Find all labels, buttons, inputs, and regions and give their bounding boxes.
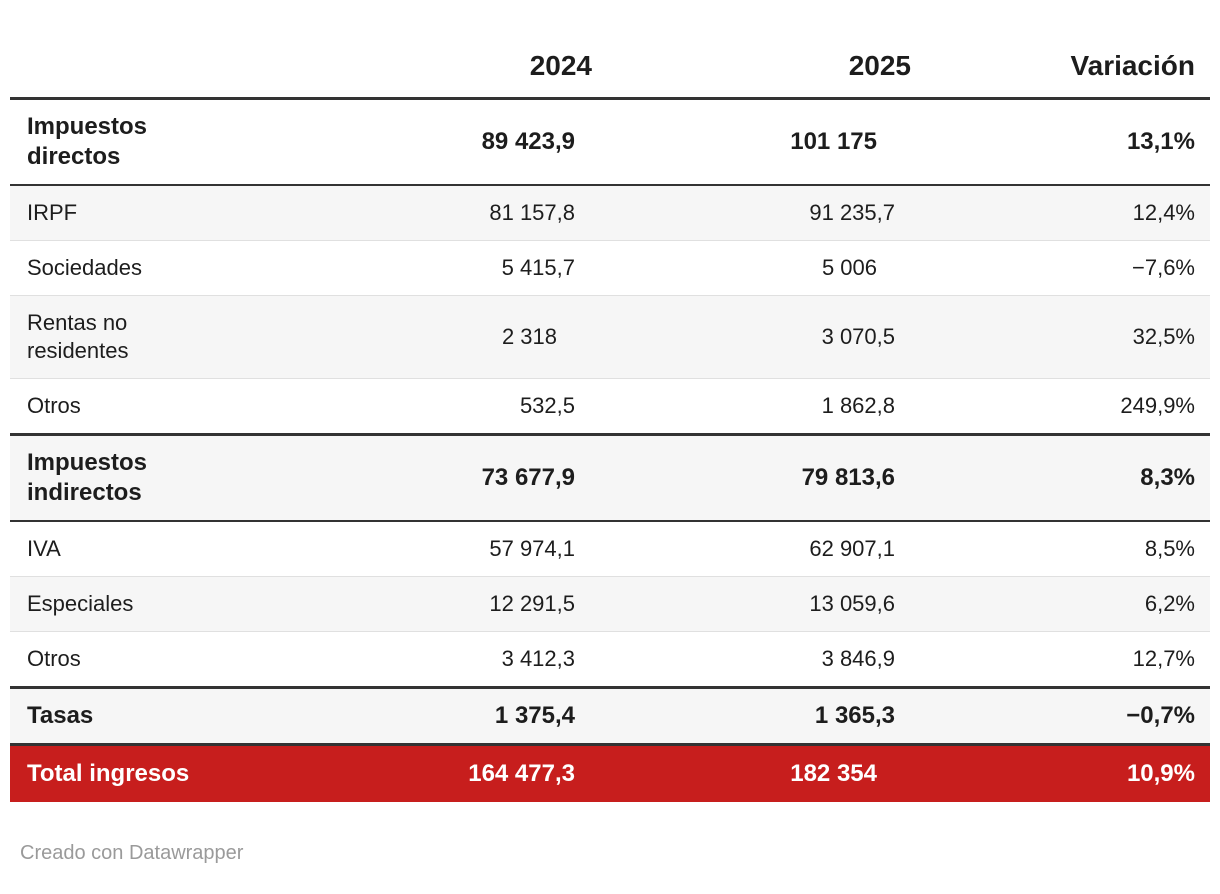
revenue-table: 2024 2025 Variación Impuestos directos 8… (10, 32, 1210, 803)
column-header-label (10, 32, 210, 101)
cell-variacion: 249,9% (1120, 393, 1195, 419)
row-sociedades: Sociedades 5 415,7 5 006 −7,6% (10, 240, 1210, 296)
cell-2024: 57 974,1 (489, 536, 575, 562)
header-row: 2024 2025 Variación (10, 32, 1210, 101)
column-header-2025: 2025 (607, 32, 926, 101)
cell-2024: 5 415,7 (501, 255, 575, 281)
cell-2024: 164 477,3 (468, 760, 575, 788)
column-header-variacion: Variación (926, 32, 1210, 101)
row-label: IVA (27, 536, 61, 562)
cell-2025: 91 235,7 (809, 200, 895, 226)
row-total-ingresos: Total ingresos 164 477,3 182 354 10,9% (10, 744, 1210, 803)
datawrapper-credit-link[interactable]: Creado con Datawrapper (20, 842, 244, 865)
cell-2024: 2 318 (501, 324, 557, 350)
cell-2024: 73 677,9 (481, 464, 575, 492)
row-label: Especiales (27, 591, 134, 617)
cell-2025: 101 175 (790, 128, 877, 156)
cell-variacion: 6,2% (1144, 591, 1195, 617)
cell-variacion: 13,1% (1126, 128, 1195, 156)
row-otros-indirectos: Otros 3 412,3 3 846,9 12,7% (10, 631, 1210, 688)
cell-2024: 81 157,8 (489, 200, 575, 226)
cell-2025: 1 862,8 (821, 393, 895, 419)
row-rentas-no-residentes: Rentas no residentes 2 318 3 070,5 32,5% (10, 295, 1210, 379)
column-header-2024: 2024 (210, 32, 607, 101)
row-label: Sociedades (27, 255, 142, 281)
cell-2024: 1 375,4 (494, 702, 575, 730)
table-body: Impuestos directos 89 423,9 101 175 13,1… (10, 98, 1210, 803)
tax-revenue-table: 2024 2025 Variación Impuestos directos 8… (10, 32, 1210, 803)
row-iva: IVA 57 974,1 62 907,1 8,5% (10, 521, 1210, 577)
row-tasas: Tasas 1 375,4 1 365,3 −0,7% (10, 687, 1210, 745)
cell-variacion: −7,6% (1132, 255, 1195, 281)
cell-2025: 1 365,3 (814, 702, 895, 730)
cell-variacion: 8,3% (1140, 464, 1195, 492)
row-label: Total ingresos (27, 760, 190, 788)
cell-2024: 89 423,9 (481, 128, 575, 156)
row-impuestos-indirectos: Impuestos indirectos 73 677,9 79 813,6 8… (10, 434, 1210, 522)
row-label: Otros (27, 393, 81, 419)
cell-variacion: 8,5% (1144, 536, 1195, 562)
cell-2024: 12 291,5 (489, 591, 575, 617)
row-label: IRPF (27, 200, 78, 226)
cell-2025: 13 059,6 (809, 591, 895, 617)
cell-2024: 532,5 (519, 393, 575, 419)
cell-variacion: −0,7% (1126, 702, 1195, 730)
row-label: Otros (27, 646, 81, 672)
row-label: Impuestos directos (27, 113, 148, 171)
cell-variacion: 10,9% (1126, 760, 1195, 788)
table-header: 2024 2025 Variación (10, 32, 1210, 101)
cell-2025: 182 354 (790, 760, 877, 788)
cell-variacion: 12,4% (1132, 200, 1195, 226)
row-label: Tasas (27, 702, 94, 730)
row-otros-directos: Otros 532,5 1 862,8 249,9% (10, 378, 1210, 435)
cell-2025: 62 907,1 (809, 536, 895, 562)
cell-2025: 3 070,5 (821, 324, 895, 350)
cell-2025: 5 006 (821, 255, 877, 281)
row-irpf: IRPF 81 157,8 91 235,7 12,4% (10, 185, 1210, 241)
row-especiales: Especiales 12 291,5 13 059,6 6,2% (10, 576, 1210, 632)
cell-variacion: 32,5% (1132, 324, 1195, 350)
cell-2024: 3 412,3 (501, 646, 575, 672)
cell-2025: 79 813,6 (801, 464, 895, 492)
cell-2025: 3 846,9 (821, 646, 895, 672)
row-label: Rentas no residentes (27, 310, 129, 364)
row-impuestos-directos: Impuestos directos 89 423,9 101 175 13,1… (10, 98, 1210, 186)
cell-variacion: 12,7% (1132, 646, 1195, 672)
row-label: Impuestos indirectos (27, 449, 148, 507)
